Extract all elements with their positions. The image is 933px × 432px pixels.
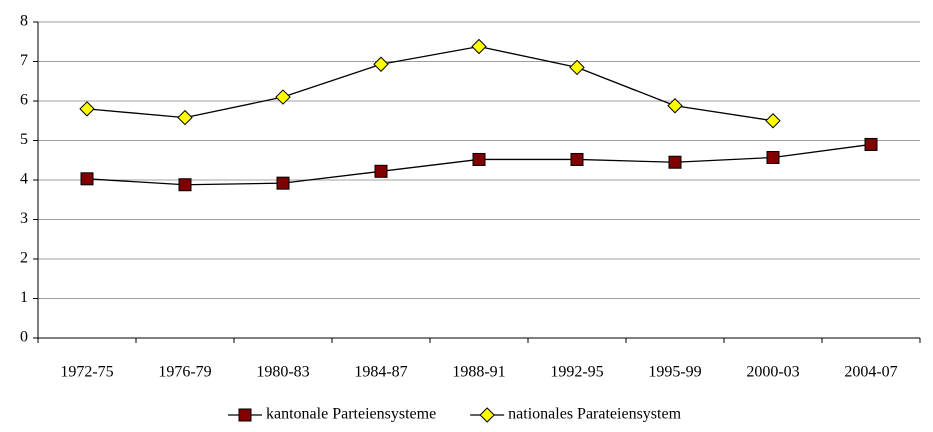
data-point bbox=[766, 150, 780, 164]
x-tick-label: 1980-83 bbox=[256, 364, 309, 381]
x-tick-label: 1988-91 bbox=[452, 364, 505, 381]
y-tick-label: 7 bbox=[20, 52, 28, 69]
data-point bbox=[276, 176, 290, 190]
data-point bbox=[177, 109, 193, 126]
y-tick-label: 6 bbox=[20, 92, 28, 109]
data-point bbox=[373, 56, 389, 72]
data-point bbox=[275, 89, 291, 105]
x-tick-label: 1995-99 bbox=[648, 364, 701, 381]
x-tick-label: 1976-79 bbox=[158, 364, 211, 381]
data-point bbox=[667, 98, 683, 114]
data-point bbox=[765, 113, 781, 129]
data-point bbox=[864, 137, 878, 151]
legend-marker bbox=[238, 408, 252, 422]
x-tick-label: 2004-07 bbox=[844, 364, 897, 381]
x-tick-label: 1992-95 bbox=[550, 364, 603, 381]
y-tick-label: 1 bbox=[20, 289, 28, 306]
y-tick-label: 2 bbox=[20, 250, 28, 267]
y-tick-label: 8 bbox=[20, 13, 28, 30]
data-point bbox=[472, 152, 486, 166]
data-point bbox=[374, 164, 388, 178]
data-point bbox=[178, 178, 192, 192]
data-point bbox=[570, 152, 584, 166]
y-tick-label: 3 bbox=[20, 210, 28, 227]
data-point bbox=[79, 101, 95, 117]
series-line bbox=[86, 45, 774, 122]
legend-label: kantonale Parteiensysteme bbox=[266, 406, 436, 423]
y-tick-label: 4 bbox=[20, 171, 28, 188]
y-tick-label: 0 bbox=[20, 329, 28, 346]
x-tick-label: 1972-75 bbox=[60, 364, 113, 381]
x-tick-label: 2000-03 bbox=[746, 364, 799, 381]
data-point bbox=[668, 155, 682, 169]
data-point bbox=[80, 172, 94, 186]
legend-label: nationales Parateiensystem bbox=[508, 406, 681, 423]
y-tick-label: 5 bbox=[20, 131, 28, 148]
legend-marker bbox=[479, 407, 495, 423]
x-tick-label: 1984-87 bbox=[354, 364, 407, 381]
data-point bbox=[471, 38, 487, 55]
data-point bbox=[569, 59, 585, 76]
